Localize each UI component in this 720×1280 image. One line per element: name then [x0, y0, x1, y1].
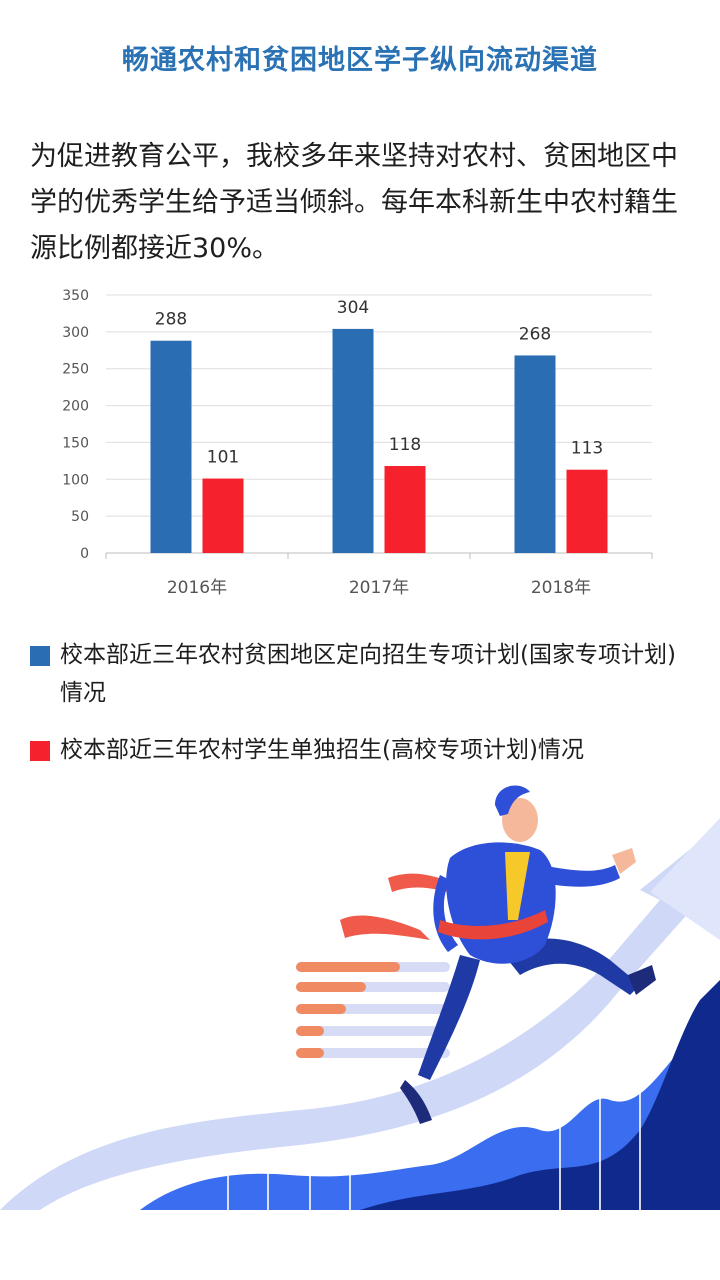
runner-illustration: [0, 785, 720, 1210]
legend-label: 校本部近三年农村学生单独招生(高校专项计划)情况: [60, 737, 584, 763]
legend-item-university-plan: 校本部近三年农村学生单独招生(高校专项计划)情况: [30, 731, 680, 769]
arrow-head: [650, 818, 720, 940]
legend-swatch-red: [30, 741, 50, 761]
area-wave-dark: [360, 980, 720, 1210]
bar-chart: 0 50 100 150 200 250 300 350 288 101 304 118 268 113…: [62, 288, 653, 598]
bar-university-0: [202, 478, 244, 553]
area-wave-light: [140, 1020, 720, 1210]
x-tick-label: 2017年: [349, 578, 409, 598]
bar-national-2: [514, 355, 556, 553]
legend-item-national-plan: 校本部近三年农村贫困地区定向招生专项计划(国家专项计划) 情况: [30, 636, 680, 712]
bar-national-0: [150, 340, 192, 553]
y-tick-label: 0: [80, 546, 89, 562]
progress-bars: [296, 962, 450, 1058]
bar-national-1: [332, 328, 374, 553]
data-label: 288: [155, 310, 187, 330]
legend-label: 校本部近三年农村贫困地区定向招生专项计划(国家专项计划) 情况: [60, 642, 676, 706]
x-tick-label: 2018年: [531, 578, 591, 598]
data-label: 101: [207, 448, 239, 468]
data-label: 118: [389, 435, 421, 455]
growth-arrow: [0, 825, 720, 1210]
y-tick-label: 150: [62, 435, 89, 451]
bar-university-1: [384, 466, 426, 553]
y-tick-label: 300: [62, 325, 89, 341]
y-tick-label: 50: [71, 509, 89, 525]
y-tick-label: 250: [62, 362, 89, 378]
data-label: 113: [571, 439, 603, 459]
intro-paragraph: 为促进教育公平，我校多年来坚持对农村、贫困地区中学的优秀学生给予适当倾斜。每年本…: [30, 141, 678, 264]
y-tick-label: 350: [62, 288, 89, 304]
x-tick-label: 2016年: [167, 578, 227, 598]
y-tick-label: 200: [62, 399, 89, 415]
legend-swatch-blue: [30, 646, 50, 666]
data-label: 268: [519, 324, 551, 344]
bar-university-2: [566, 469, 608, 553]
runner-figure: [340, 785, 656, 1124]
y-tick-label: 100: [62, 472, 89, 488]
page-title: 畅通农村和贫困地区学子纵向流动渠道: [122, 45, 598, 76]
data-label: 304: [337, 298, 369, 318]
